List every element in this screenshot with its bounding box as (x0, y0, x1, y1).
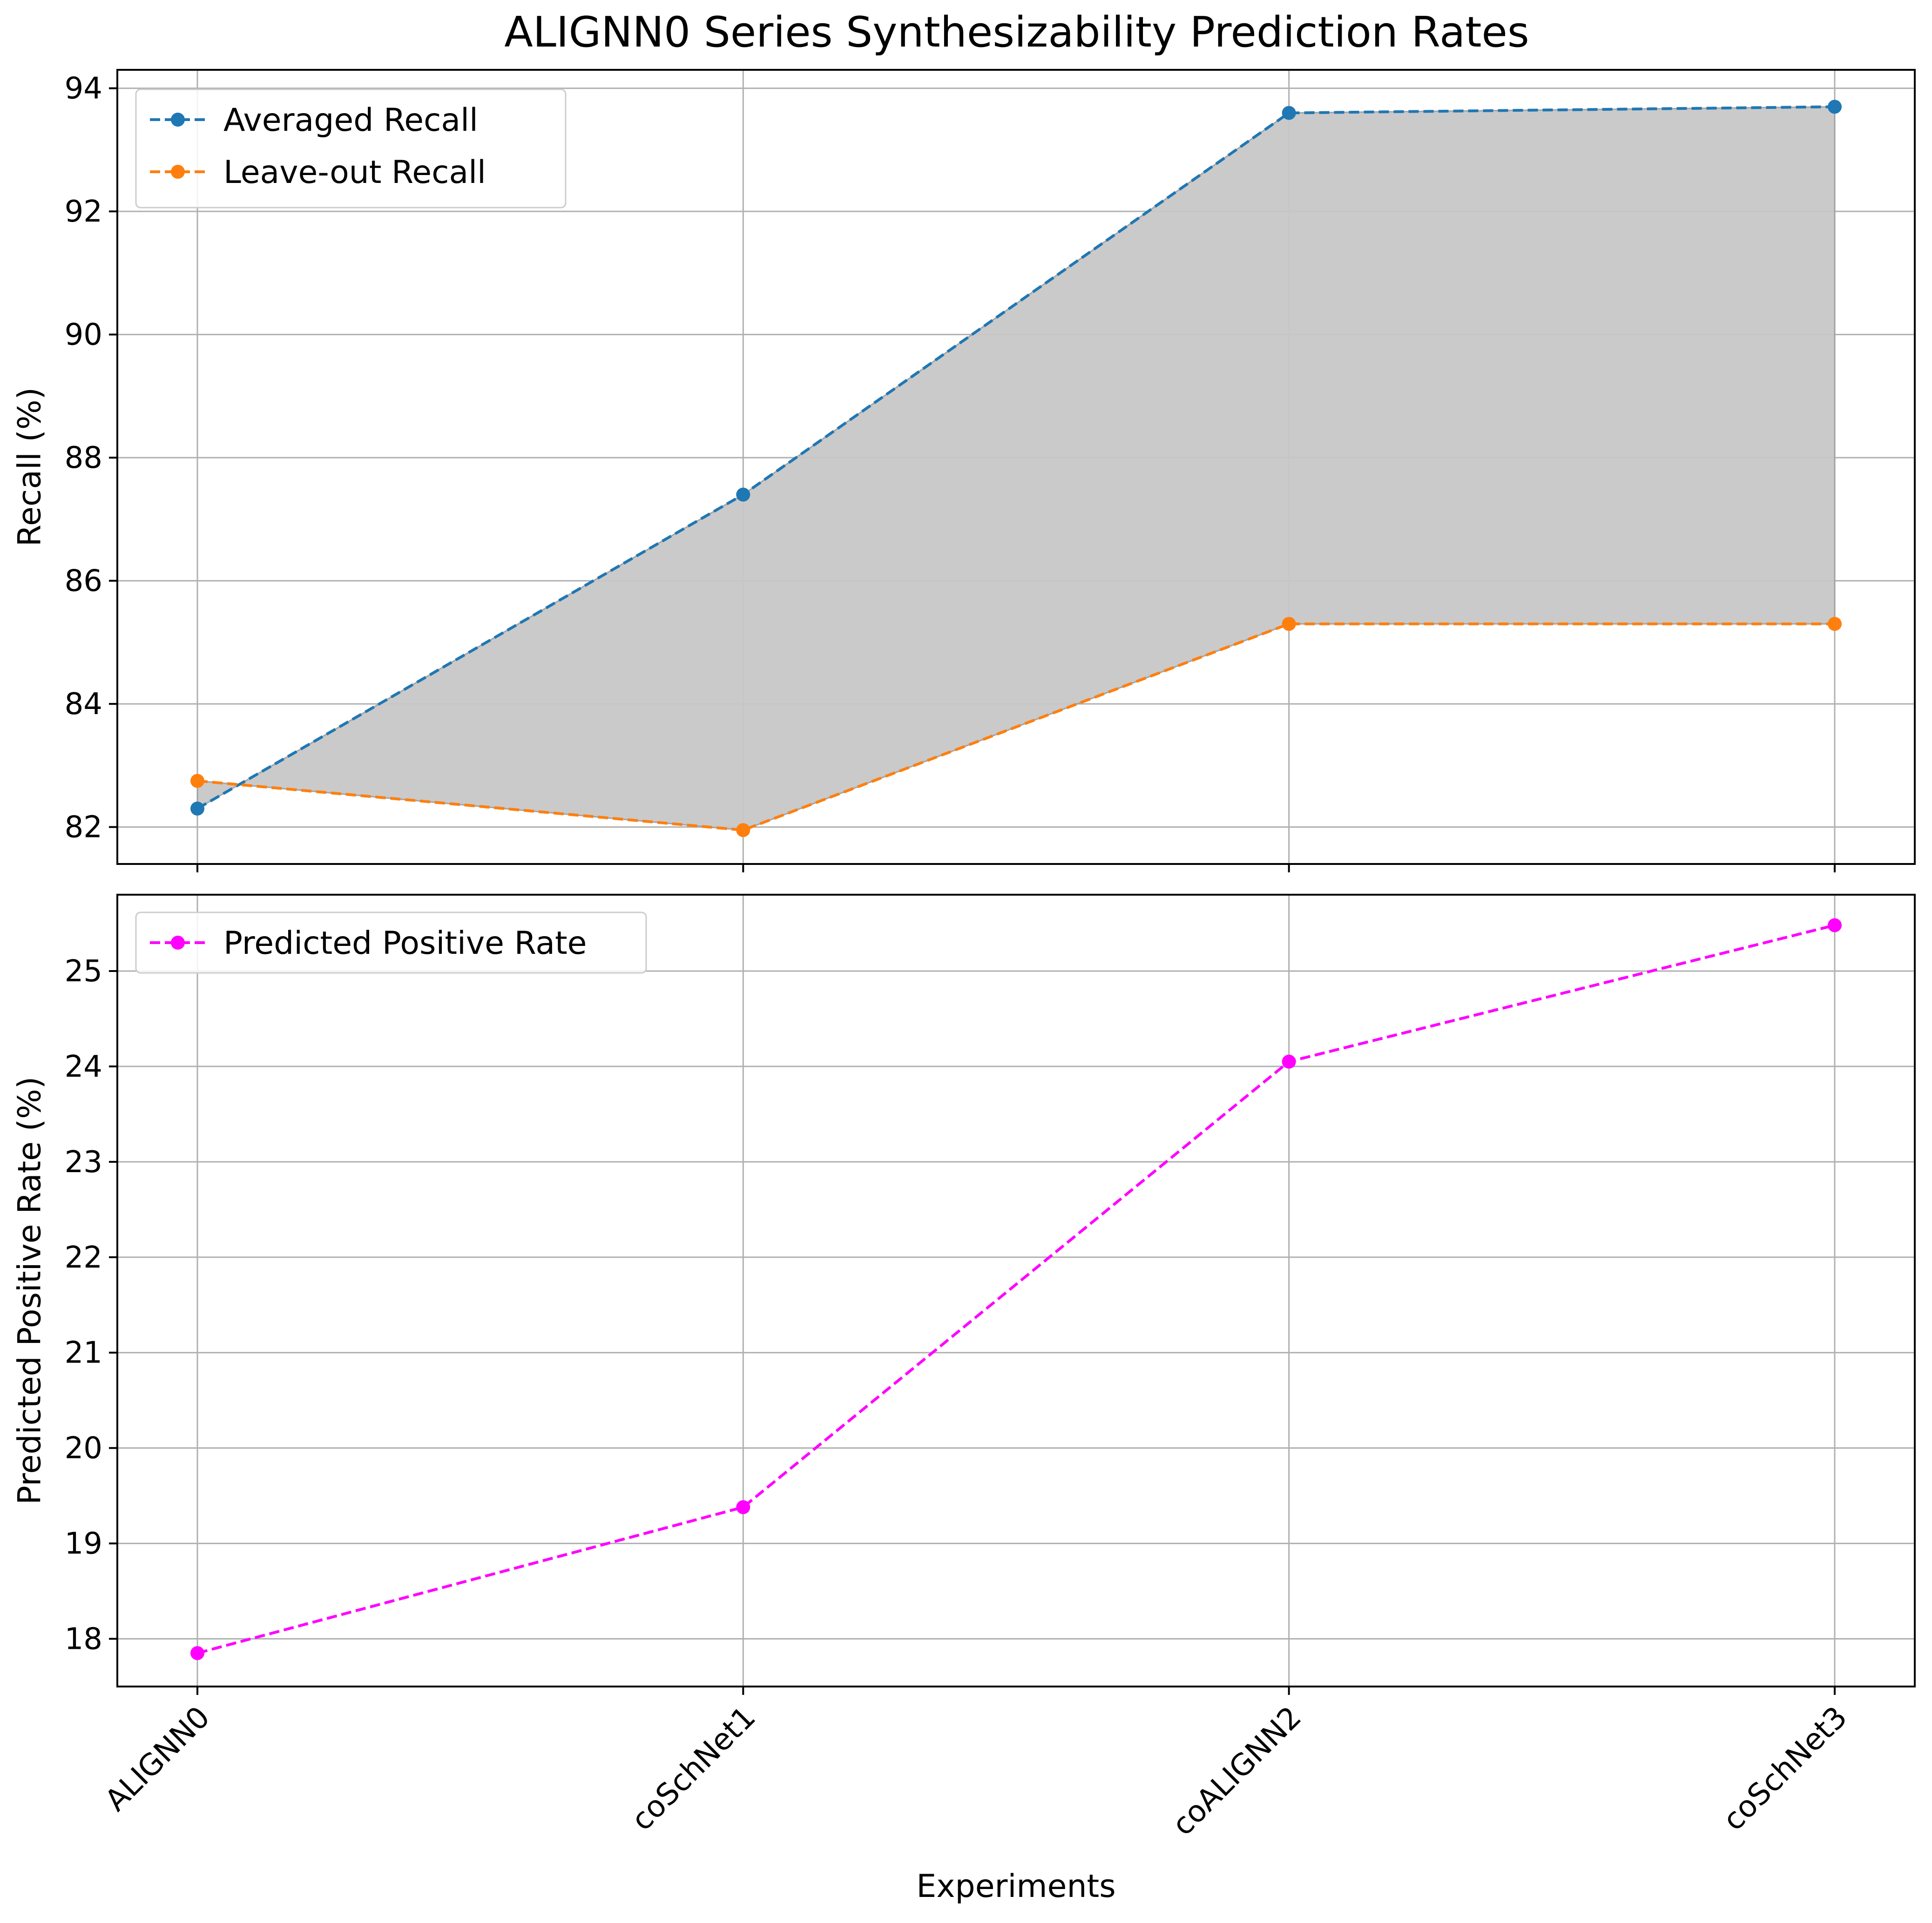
series-line (197, 622, 1835, 832)
x-axis-label: Experiments (916, 1868, 1115, 1905)
y-tick-label: 92 (65, 195, 102, 229)
y-tick-label: 25 (65, 954, 102, 989)
y-tick-label: 24 (65, 1050, 102, 1084)
legend-marker (171, 113, 185, 127)
data-point (190, 774, 204, 788)
recall-y-axis-label: Recall (%) (12, 387, 48, 547)
y-tick-label: 22 (65, 1241, 102, 1275)
x-tick-label: ALIGNN0 (99, 1700, 216, 1818)
legend-label: Averaged Recall (223, 102, 478, 139)
data-point (1282, 106, 1296, 120)
data-point (1282, 617, 1296, 631)
legend-box (135, 911, 647, 974)
data-point (1282, 1054, 1296, 1069)
legend-label: Leave-out Recall (223, 154, 486, 191)
legend-box (135, 88, 567, 209)
y-tick-label: 82 (65, 810, 102, 845)
y-tick-label: 88 (65, 441, 102, 475)
y-tick-label: 18 (65, 1622, 102, 1657)
data-point (736, 823, 750, 837)
rate-y-axis-label: Predicted Positive Rate (%) (12, 1077, 48, 1505)
recall-gap-area (196, 106, 1836, 831)
x-tick-label: coALIGNN2 (1166, 1700, 1308, 1842)
recall-panel: 82 84 86 88 90 92 94 Averaged Recall Leave-out R… (65, 69, 1916, 872)
legend-marker (171, 936, 185, 950)
data-point (736, 1500, 750, 1514)
data-point (1828, 617, 1842, 631)
legend-marker (171, 165, 185, 179)
data-point (190, 801, 204, 816)
x-tick-label: coSchNet1 (625, 1700, 762, 1837)
y-tick-label: 84 (65, 687, 102, 722)
axes-frame (116, 894, 1916, 1687)
data-point (1828, 100, 1842, 114)
data-point (1828, 918, 1842, 932)
series-line (197, 924, 1835, 1655)
data-point (736, 487, 750, 502)
predicted-positive-rate-panel: 18 19 20 21 22 23 24 25 Predicted Positive Rate A… (65, 894, 1916, 1842)
legend-label: Predicted Positive Rate (223, 925, 587, 962)
chart-title: ALIGNN0 Series Synthesizability Predicti… (504, 8, 1529, 57)
y-tick-label: 19 (65, 1527, 102, 1561)
y-tick-label: 94 (65, 72, 102, 106)
axes-frame (116, 69, 1916, 865)
series-line (196, 105, 1835, 810)
data-point (190, 1646, 204, 1660)
y-tick-label: 21 (65, 1336, 102, 1370)
x-tick-label: coSchNet3 (1716, 1700, 1854, 1837)
y-tick-label: 23 (65, 1145, 102, 1180)
y-tick-label: 90 (65, 318, 102, 352)
y-tick-label: 86 (65, 564, 102, 599)
y-tick-label: 20 (65, 1431, 102, 1466)
